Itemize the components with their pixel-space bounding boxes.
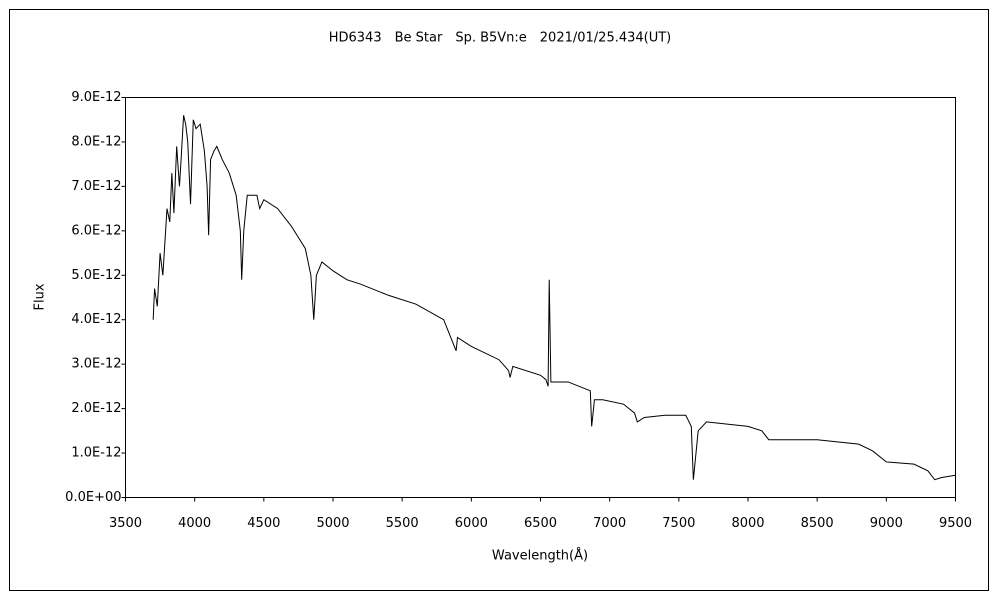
y-tick-label: 8.0E-12 bbox=[71, 134, 121, 149]
y-tick-label: 5.0E-12 bbox=[71, 268, 121, 283]
y-tick-label: 7.0E-12 bbox=[71, 179, 121, 194]
y-tick-label: 2.0E-12 bbox=[71, 401, 121, 416]
y-tick-label: 3.0E-12 bbox=[71, 357, 121, 372]
x-tick-label: 9500 bbox=[939, 516, 972, 531]
x-tick-label: 8500 bbox=[801, 516, 834, 531]
x-tick-label: 5500 bbox=[386, 516, 419, 531]
x-tick-label: 6000 bbox=[455, 516, 488, 531]
x-tick-label: 3500 bbox=[109, 516, 142, 531]
spectrum-line bbox=[152, 115, 956, 481]
x-tick-label: 7500 bbox=[662, 516, 695, 531]
chart-border bbox=[9, 9, 989, 591]
y-tick-label: 9.0E-12 bbox=[71, 90, 121, 105]
y-axis-label: Flux bbox=[33, 283, 48, 310]
y-tick-label: 1.0E-12 bbox=[71, 446, 121, 461]
y-tick-label: 0.0E+00 bbox=[65, 490, 121, 505]
x-tick-label: 8000 bbox=[731, 516, 764, 531]
x-tick-label: 6500 bbox=[524, 516, 557, 531]
x-tick-label: 5000 bbox=[316, 516, 349, 531]
x-axis-label: Wavelength(Å) bbox=[492, 548, 588, 564]
x-tick-label: 9000 bbox=[870, 516, 903, 531]
y-tick-label: 6.0E-12 bbox=[71, 223, 121, 238]
x-tick-label: 4500 bbox=[247, 516, 280, 531]
chart-title: HD6343 Be Star Sp. B5Vn:e 2021/01/25.434… bbox=[329, 31, 672, 46]
y-tick-label: 4.0E-12 bbox=[71, 312, 121, 327]
x-tick-label: 7000 bbox=[593, 516, 626, 531]
x-tick-label: 4000 bbox=[178, 516, 211, 531]
